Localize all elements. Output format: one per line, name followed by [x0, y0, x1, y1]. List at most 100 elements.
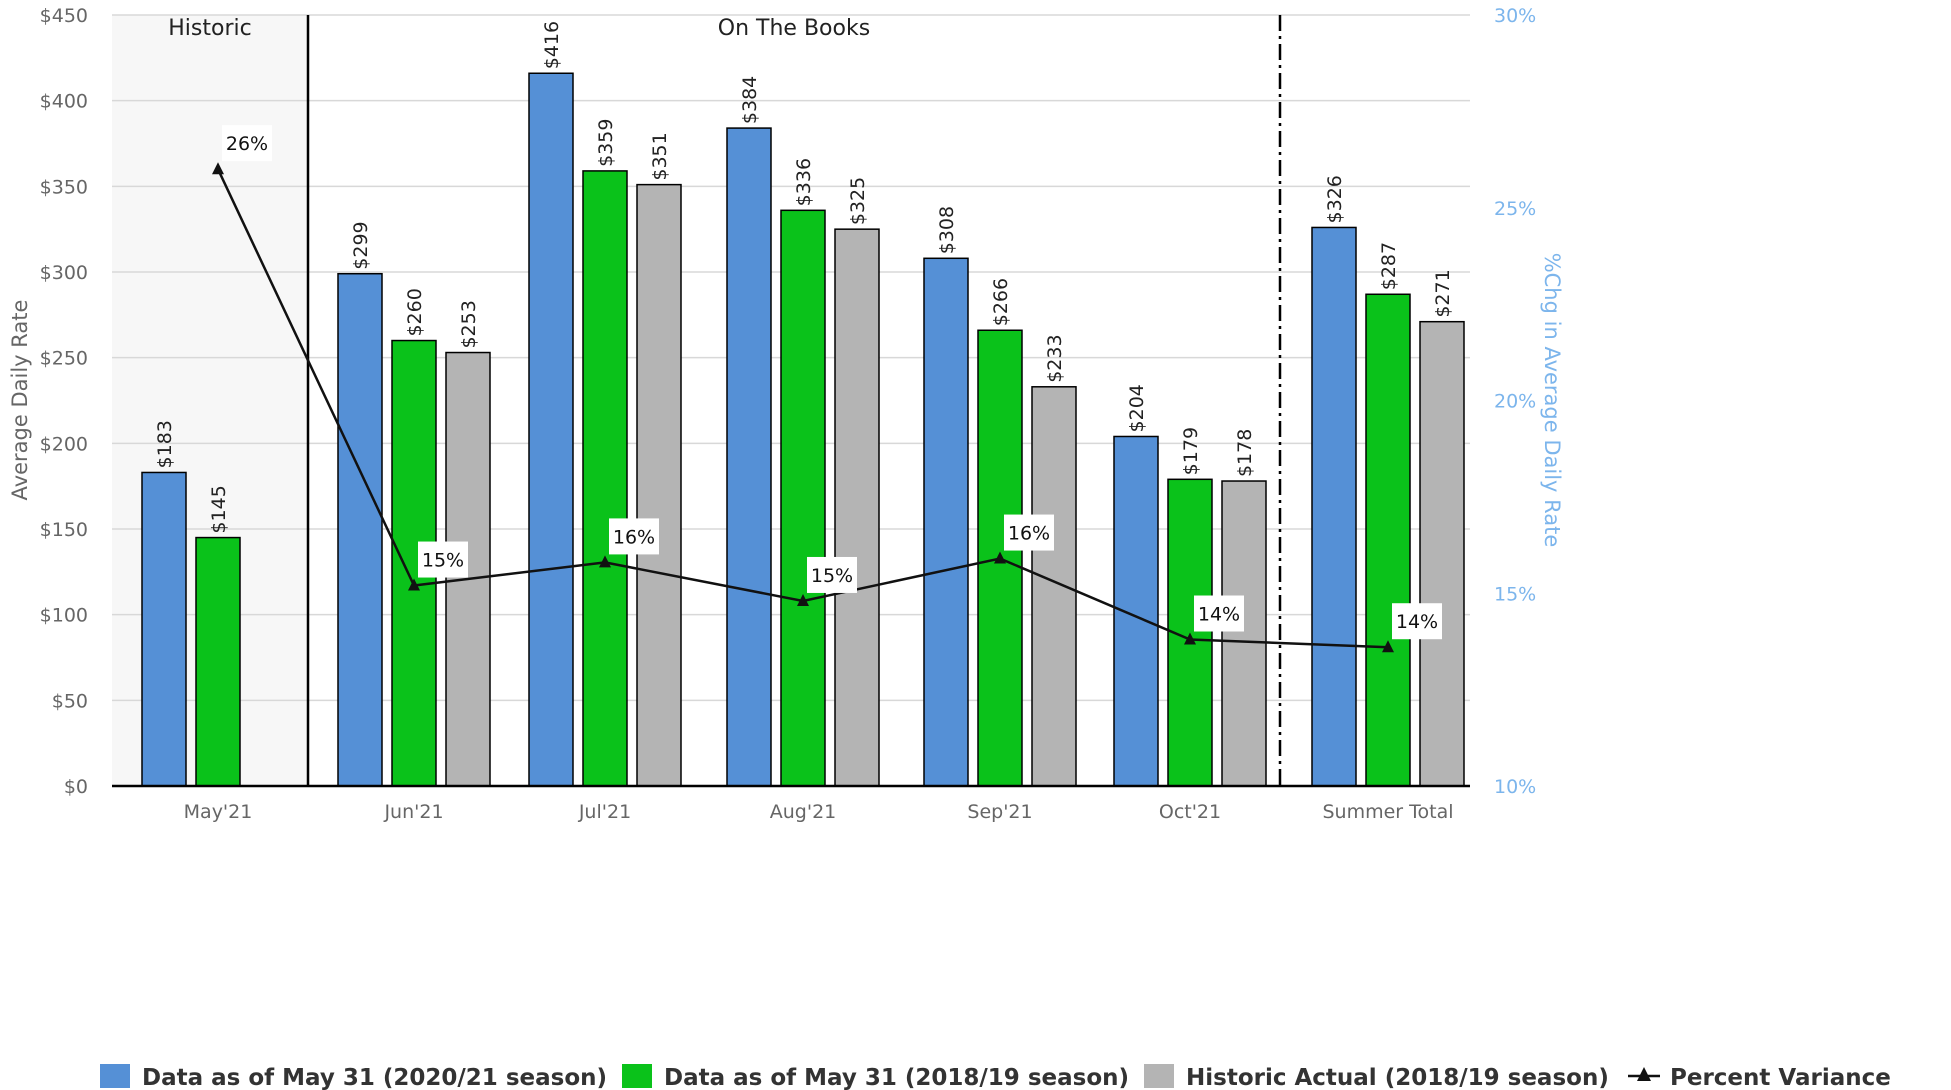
bar-label-s1-c0: $145: [208, 485, 230, 533]
region-dividers: [306, 15, 1282, 786]
variance-label-1: 15%: [422, 550, 464, 572]
variance-label-4: 16%: [1008, 523, 1050, 545]
legend-label-2: Historic Actual (2018/19 season): [1186, 1065, 1609, 1090]
bar-s0-c4: [923, 257, 969, 787]
variance-label-bg-2: [609, 518, 659, 555]
bar-s1-c3: [780, 209, 826, 787]
bar-label-s0-c4: $308: [936, 206, 958, 254]
bar-s2-c6: [1419, 320, 1465, 787]
bar-s1-c6: [1365, 293, 1411, 787]
variance-marker-4: [994, 551, 1006, 564]
bar-s2-c2: [636, 183, 682, 787]
bar-marks: [141, 72, 1465, 787]
region-label-1: On The Books: [718, 16, 870, 41]
bar-label-s0-c5: $204: [1126, 384, 1148, 432]
y-tick-300: $300: [40, 262, 88, 284]
bar-s0-c0: [141, 471, 187, 787]
legend-label-1: Data as of May 31 (2018/19 season): [664, 1065, 1129, 1090]
legend-label-0: Data as of May 31 (2020/21 season): [142, 1065, 607, 1090]
y-tick-50: $50: [52, 690, 88, 712]
legend-swatch-2: [1144, 1064, 1174, 1088]
bar-label-s1-c4: $266: [990, 278, 1012, 326]
variance-marker-2: [599, 555, 611, 568]
y2-axis-ticks: 10% 15% 20% 25% 30%: [1494, 5, 1536, 798]
legend-swatch-1: [622, 1064, 652, 1088]
variance-label-6: 14%: [1396, 611, 1438, 633]
bar-s1-c0: [195, 536, 241, 787]
bar-s0-c6: [1311, 226, 1357, 787]
bar-data-labels: $183 $299 $416 $384 $308 $204 $326 $145 $260 $359…: [154, 21, 1454, 534]
x-tick-6: Summer Total: [1322, 801, 1453, 823]
variance-label-bg-5: [1194, 595, 1244, 632]
bar-s2-c3: [834, 228, 880, 787]
bar-label-s1-c3: $336: [793, 158, 815, 206]
bar-label-s2-c2: $351: [649, 132, 671, 180]
bar-label-s1-c1: $260: [404, 288, 426, 336]
y-tick-250: $250: [40, 348, 88, 370]
variance-label-bg-1: [418, 541, 468, 578]
y-axis-ticks: $0 $50 $100 $150 $200 $250 $300 $350 $400 $450: [40, 5, 88, 798]
legend: Data as of May 31 (2020/21 season) Data a…: [100, 1064, 1891, 1090]
x-tick-3: Aug'21: [770, 801, 837, 823]
bar-label-s0-c1: $299: [350, 221, 372, 269]
variance-marker-0: [212, 162, 224, 175]
y-tick-200: $200: [40, 433, 88, 455]
bar-label-s1-c6: $287: [1378, 242, 1400, 290]
bar-s2-c5: [1221, 480, 1267, 787]
y-tick-400: $400: [40, 91, 88, 113]
y2-tick-25: 25%: [1494, 198, 1536, 220]
variance-label-bg-6: [1392, 603, 1442, 640]
variance-marker-5: [1184, 632, 1196, 645]
bar-s1-c2: [582, 170, 628, 787]
y-tick-0: $0: [64, 776, 88, 798]
y-tick-350: $350: [40, 176, 88, 198]
region-label-0: Historic: [168, 16, 251, 41]
variance-label-bg-0: [222, 125, 272, 162]
percent-variance-line: 26% 15% 16% 15% 16% 14% 14%: [212, 125, 1442, 653]
bar-label-s2-c5: $178: [1234, 429, 1256, 477]
variance-marker-3: [797, 593, 809, 606]
bar-label-s1-c5: $179: [1180, 427, 1202, 475]
bar-label-s0-c6: $326: [1324, 175, 1346, 223]
y-tick-150: $150: [40, 519, 88, 541]
variance-label-5: 14%: [1198, 604, 1240, 626]
y-tick-100: $100: [40, 605, 88, 627]
bar-label-s1-c2: $359: [595, 119, 617, 167]
bar-s0-c2: [528, 72, 574, 787]
bar-label-s2-c1: $253: [458, 300, 480, 348]
y-axis-label: Average Daily Rate: [8, 300, 32, 501]
y2-tick-20: 20%: [1494, 391, 1536, 413]
bar-label-s0-c0: $183: [154, 420, 176, 468]
y2-tick-10: 10%: [1494, 776, 1536, 798]
bar-label-s0-c2: $416: [541, 21, 563, 69]
bar-s2-c4: [1031, 386, 1077, 787]
bar-label-s0-c3: $384: [739, 76, 761, 124]
bar-label-s2-c4: $233: [1044, 334, 1066, 382]
y-tick-450: $450: [40, 5, 88, 27]
variance-marker-6: [1382, 640, 1394, 653]
x-tick-2: Jul'21: [578, 801, 631, 823]
x-tick-1: Jun'21: [383, 801, 443, 823]
variance-label-bg-3: [807, 556, 857, 593]
bar-label-s2-c3: $325: [847, 177, 869, 225]
bar-s0-c3: [726, 127, 772, 787]
x-tick-5: Oct'21: [1159, 801, 1221, 823]
y2-tick-30: 30%: [1494, 5, 1536, 27]
variance-marker-1: [408, 578, 420, 591]
legend-swatch-0: [100, 1064, 130, 1088]
x-axis-ticks: May'21 Jun'21 Jul'21 Aug'21 Sep'21 Oct'21 Summ…: [184, 801, 1454, 823]
variance-label-bg-4: [1004, 514, 1054, 551]
region-labels: Historic On The Books: [168, 16, 870, 41]
x-tick-0: May'21: [184, 801, 253, 823]
y2-axis-label: %Chg in Average Daily Rate: [1540, 253, 1564, 548]
x-tick-4: Sep'21: [967, 801, 1032, 823]
variance-label-2: 16%: [613, 526, 655, 548]
variance-label-0: 26%: [226, 133, 268, 155]
bar-label-s2-c6: $271: [1432, 269, 1454, 317]
legend-marker-3: [1637, 1067, 1651, 1081]
y2-tick-15: 15%: [1494, 583, 1536, 605]
bar-s0-c1: [337, 272, 383, 787]
legend-label-3: Percent Variance: [1670, 1065, 1891, 1090]
